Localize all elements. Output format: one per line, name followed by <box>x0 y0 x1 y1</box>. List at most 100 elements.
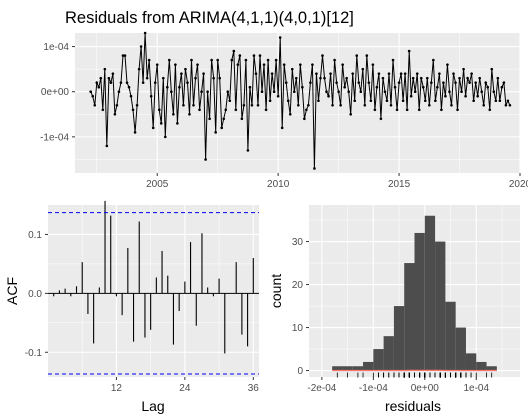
y-tick-label: 0.1 <box>28 230 42 241</box>
residual-point <box>371 63 375 66</box>
residual-point <box>180 72 183 75</box>
residual-point <box>216 58 219 62</box>
y-tick-label: 10 <box>292 323 304 334</box>
residual-point <box>464 94 467 98</box>
residual-point <box>397 81 401 84</box>
residual-point <box>488 108 492 112</box>
residual-point <box>166 85 169 89</box>
residual-point <box>438 72 441 75</box>
residual-point <box>341 63 344 66</box>
residual-point <box>456 108 459 112</box>
residual-point <box>393 85 397 89</box>
residual-point <box>454 81 457 84</box>
x-tick-label: 12 <box>111 383 123 394</box>
residual-point <box>190 58 193 62</box>
residual-point <box>444 94 447 98</box>
residual-point <box>472 99 475 103</box>
residual-point <box>292 90 296 94</box>
residual-point <box>270 72 274 75</box>
residual-point <box>498 99 502 103</box>
histogram-bar <box>404 263 415 371</box>
residual-point <box>192 103 195 107</box>
residual-point <box>242 103 246 107</box>
residual-point <box>321 54 324 57</box>
residual-point <box>423 99 427 103</box>
residual-point <box>99 76 103 80</box>
residual-point <box>254 72 258 75</box>
residual-point <box>353 99 357 103</box>
histogram-bar <box>486 366 497 371</box>
residual-point <box>95 81 99 84</box>
residual-point <box>440 108 443 112</box>
residual-point <box>153 81 157 84</box>
residual-point <box>113 112 117 116</box>
residual-point <box>468 81 471 84</box>
residual-point <box>147 58 151 62</box>
residual-point <box>238 54 242 57</box>
residual-point <box>200 90 203 94</box>
residual-point <box>172 112 175 116</box>
residual-point <box>415 72 419 75</box>
residual-point <box>389 103 393 107</box>
residual-point <box>141 81 145 84</box>
residual-point <box>405 108 409 112</box>
residual-point <box>276 94 280 98</box>
residual-point <box>484 81 488 84</box>
y-axis-label: count <box>268 274 284 308</box>
residual-point <box>224 108 228 112</box>
residual-point <box>474 81 477 84</box>
histogram-bar <box>465 353 477 371</box>
residual-point <box>127 85 131 89</box>
histogram-bar <box>455 327 466 371</box>
residual-point <box>244 58 248 62</box>
residual-point <box>252 54 256 57</box>
y-tick-label: 30 <box>292 237 304 248</box>
residual-point <box>149 94 153 98</box>
residual-point <box>319 76 322 80</box>
y-tick-label: 0e+00 <box>41 87 70 98</box>
residual-point <box>317 99 320 103</box>
residual-point <box>186 81 189 84</box>
histogram-bar <box>342 366 353 371</box>
x-tick-label: 1e-04 <box>463 383 489 394</box>
residual-point <box>500 85 504 89</box>
residual-point <box>421 85 425 89</box>
residual-point <box>347 90 350 94</box>
x-axis-ticks: 2005 2010 2015 2020 <box>146 173 528 190</box>
residual-point <box>93 103 97 107</box>
residual-point <box>442 81 445 84</box>
residual-point <box>482 103 486 107</box>
residual-point <box>385 99 389 103</box>
residual-point <box>466 76 469 80</box>
residual-point <box>234 108 238 112</box>
residual-point <box>462 67 465 71</box>
residual-point <box>258 54 262 57</box>
y-tick-label: 0.0 <box>28 289 42 300</box>
residual-point <box>303 117 306 121</box>
residual-point <box>91 94 95 98</box>
residual-point <box>129 94 133 98</box>
y-tick-label: 0 <box>297 366 303 377</box>
residual-point <box>107 76 111 80</box>
residual-point <box>260 90 264 94</box>
acf-bars <box>48 200 259 354</box>
residual-point <box>163 135 167 139</box>
residual-point <box>403 72 407 75</box>
x-tick-label: -2e-04 <box>307 383 336 394</box>
y-tick-label: -1e-04 <box>40 132 69 143</box>
residual-point <box>383 90 387 94</box>
residual-point <box>349 112 353 116</box>
residual-point <box>206 90 209 94</box>
residual-point <box>274 58 278 62</box>
residual-point <box>139 45 143 48</box>
residual-point <box>204 158 207 161</box>
plot-panel-background <box>48 205 259 377</box>
residual-point <box>411 76 415 80</box>
residual-point <box>446 63 449 66</box>
histogram-bar <box>476 361 487 371</box>
residual-point <box>272 90 276 94</box>
residual-point <box>333 58 336 62</box>
residual-point <box>159 122 163 125</box>
residual-point <box>240 117 244 121</box>
y-axis-ticks: -1e-04 0e+00 1e-04 <box>40 42 75 143</box>
